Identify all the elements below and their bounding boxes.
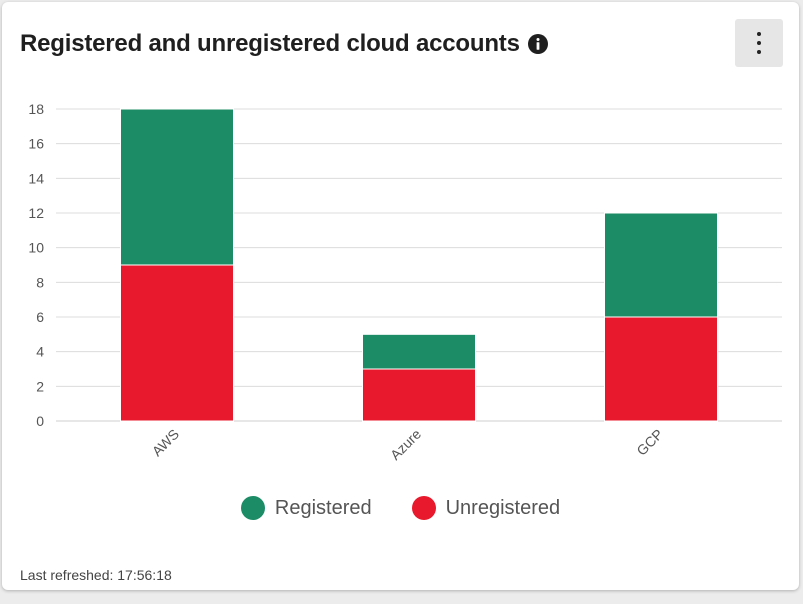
y-tick-label: 8 xyxy=(36,274,44,290)
chart-card: Registered and unregistered cloud accoun… xyxy=(2,2,799,590)
bar-registered-gcp[interactable] xyxy=(604,212,718,318)
legend-label: Registered xyxy=(274,496,372,519)
bar-unregistered-azure[interactable] xyxy=(362,368,476,422)
y-tick-label: 14 xyxy=(28,170,44,186)
x-tick-label: Azure xyxy=(387,426,424,463)
x-tick-label: GCP xyxy=(633,426,666,459)
more-vertical-icon-dot xyxy=(757,50,761,54)
last-refreshed-text: Last refreshed: 17:56:18 xyxy=(20,567,172,583)
x-tick-label: AWS xyxy=(149,426,182,459)
y-tick-label: 16 xyxy=(28,136,44,152)
y-tick-label: 18 xyxy=(28,101,44,117)
y-tick-label: 12 xyxy=(28,205,44,221)
chart-title: Registered and unregistered cloud accoun… xyxy=(20,30,520,57)
y-axis: 0 2 4 6 8 10 12 14 16 18 xyxy=(28,101,44,429)
x-axis: AWS Azure GCP xyxy=(149,426,666,463)
more-vertical-icon xyxy=(757,32,761,36)
y-tick-label: 4 xyxy=(36,344,44,360)
bar-unregistered-aws[interactable] xyxy=(120,264,234,422)
legend-item-unregistered[interactable]: Unregistered xyxy=(411,496,561,520)
y-tick-label: 0 xyxy=(36,413,44,429)
legend-swatch xyxy=(411,496,436,520)
info-icon[interactable] xyxy=(527,34,548,54)
chart-legend: Registered Unregistered xyxy=(2,496,799,520)
bar-registered-aws[interactable] xyxy=(120,108,234,266)
legend-label: Unregistered xyxy=(445,496,561,519)
bar-chart: 0 2 4 6 8 10 12 14 16 18 AWS Azure GCP xyxy=(28,101,782,463)
y-tick-label: 10 xyxy=(28,240,44,256)
bar-registered-azure[interactable] xyxy=(362,333,476,370)
bars xyxy=(120,108,718,422)
y-tick-label: 2 xyxy=(36,378,44,394)
more-vertical-icon-dot xyxy=(757,41,761,45)
more-options-button[interactable] xyxy=(735,19,783,67)
y-tick-label: 6 xyxy=(36,309,44,325)
legend-swatch xyxy=(240,496,265,520)
bar-unregistered-gcp[interactable] xyxy=(604,316,718,422)
legend-item-registered[interactable]: Registered xyxy=(240,496,372,520)
card-header: Registered and unregistered cloud accoun… xyxy=(20,30,548,58)
